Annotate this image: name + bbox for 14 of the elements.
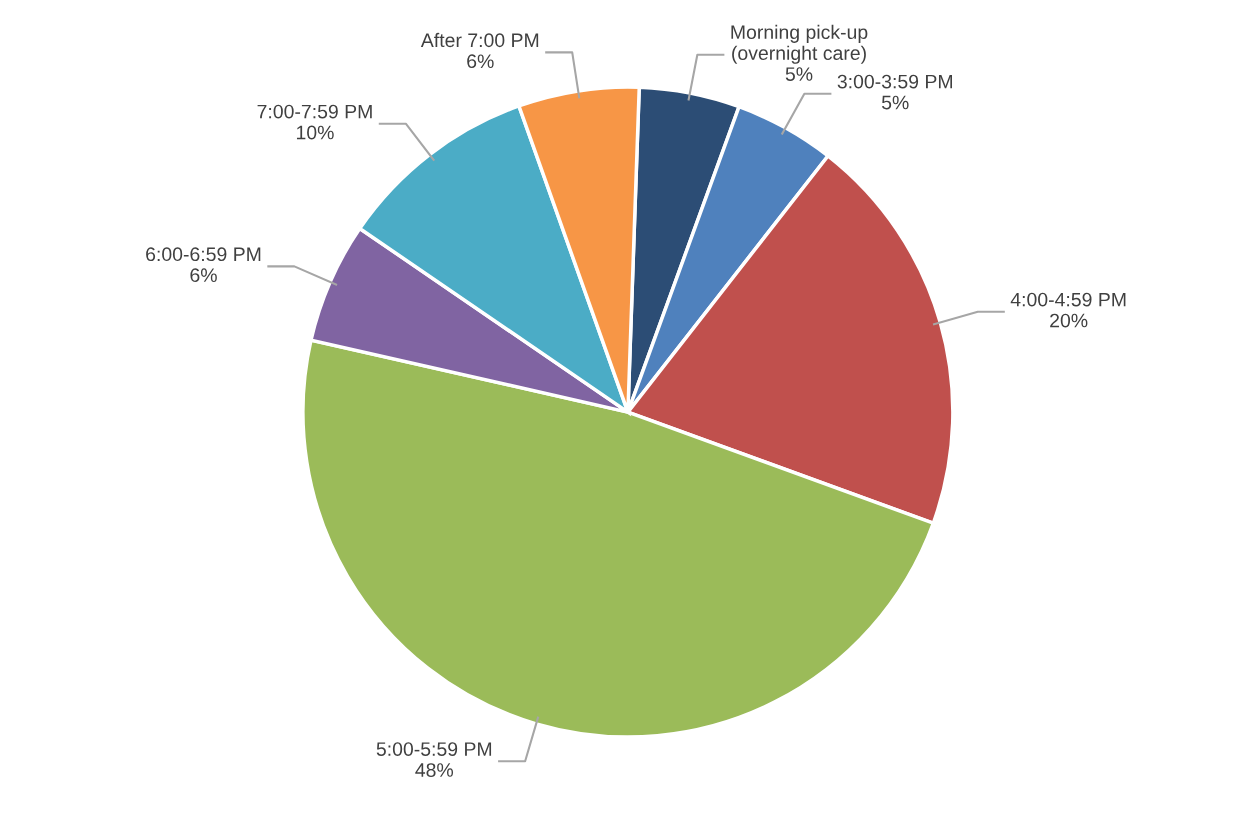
data-label: 48% <box>415 763 454 777</box>
data-label: 5% <box>881 95 909 110</box>
slice-label: 7:00-7:59 PM <box>257 104 372 119</box>
slice-label: 3:00-3:59 PM <box>837 74 952 89</box>
slice-label: After 7:00 PM <box>420 32 539 48</box>
data-label: 6% <box>190 268 217 283</box>
data-label: 20% <box>1050 313 1088 328</box>
slice-label: 5:00-5:59 PM <box>376 742 492 756</box>
slice-label: Morning pick-up (overnight care) <box>731 24 868 64</box>
slice-label: 4:00-4:59 PM <box>1010 292 1126 307</box>
data-label: 6% <box>467 54 494 69</box>
data-label: 5% <box>785 67 813 81</box>
data-label: 10% <box>296 125 334 140</box>
slice-label: 6:00-6:59 PM <box>146 247 261 262</box>
